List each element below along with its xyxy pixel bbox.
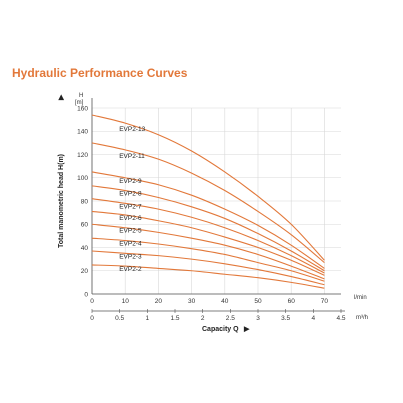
y-tick-label: 100 <box>77 175 88 182</box>
series-label: EVP2-5 <box>119 228 142 235</box>
y-tick-label: 140 <box>77 129 88 136</box>
series-label: EVP2-13 <box>119 126 145 133</box>
y-tick-label: 20 <box>81 268 89 275</box>
series-label: EVP2-6 <box>119 215 142 222</box>
y-unit-label: [m] <box>75 100 84 106</box>
series-line-evp2-11 <box>91 142 325 264</box>
x-tick-label: 70 <box>321 298 329 305</box>
x2-tick-label: 4 <box>312 315 316 322</box>
series-line-evp2-13 <box>91 114 325 261</box>
y-tick-label: 80 <box>81 198 89 205</box>
x-tick-label: 0 <box>90 298 94 305</box>
y-tick-label: 0 <box>84 291 88 298</box>
series-label: EVP2-9 <box>119 178 142 185</box>
x-unit-label-lmin: l/min <box>354 295 367 301</box>
series-line-evp2-7 <box>91 198 325 274</box>
y-tick-label: 120 <box>77 152 88 159</box>
series-line-evp2-5 <box>91 223 325 280</box>
x-axis-arrow-icon: ▶ <box>243 326 250 333</box>
y-tick-label: 60 <box>81 222 89 229</box>
y-tick-label: 40 <box>81 245 89 252</box>
series-line-evp2-8 <box>91 185 325 272</box>
series-label: EVP2-8 <box>119 191 142 198</box>
x2-tick-label: 1.5 <box>170 315 179 322</box>
x2-tick-label: 4.5 <box>336 315 345 322</box>
x-tick-label: 40 <box>221 298 229 305</box>
y-axis-arrow-icon: ▶ <box>58 94 65 101</box>
x-tick-label: 30 <box>188 298 196 305</box>
x2-tick-label: 3.5 <box>281 315 290 322</box>
x2-tick-label: 0.5 <box>115 315 124 322</box>
series-label: EVP2-7 <box>119 203 142 210</box>
x-axis-title: Capacity Q <box>202 326 239 333</box>
series-label: EVP2-4 <box>119 241 142 248</box>
series-line-evp2-9 <box>91 171 325 269</box>
x-tick-label: 10 <box>122 298 130 305</box>
y-unit-top-label: H <box>79 93 83 99</box>
x2-tick-label: 1 <box>146 315 150 322</box>
chart-title: Hydraulic Performance Curves <box>12 66 188 80</box>
x2-tick-label: 0 <box>90 315 94 322</box>
x2-tick-label: 2 <box>201 315 205 322</box>
x-tick-label: 50 <box>254 298 262 305</box>
x-unit-label-m3h: m³/h <box>356 315 368 321</box>
x-tick-label: 60 <box>288 298 296 305</box>
series-label: EVP2-3 <box>119 253 142 260</box>
series-line-evp2-6 <box>91 210 325 276</box>
y-tick-label: 160 <box>77 105 88 112</box>
series-line-evp2-2 <box>91 264 325 289</box>
series-line-evp2-4 <box>91 237 325 282</box>
series-line-evp2-3 <box>91 250 325 286</box>
x-tick-label: 20 <box>155 298 163 305</box>
series-label: EVP2-2 <box>119 266 142 273</box>
x2-tick-label: 3 <box>256 315 260 322</box>
y-axis-title: Total manometric head H(m) <box>58 154 65 248</box>
x2-tick-label: 2.5 <box>226 315 235 322</box>
series-label: EVP2-11 <box>119 153 145 160</box>
